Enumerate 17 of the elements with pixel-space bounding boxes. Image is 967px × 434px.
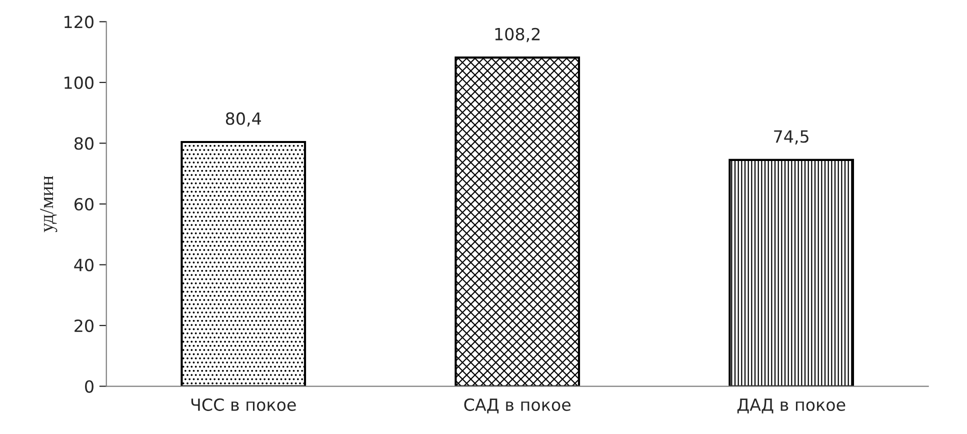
y-tick-label: 20 (74, 319, 94, 332)
y-tick-label: 40 (74, 258, 94, 272)
x-tick-label: ДАД в покое (737, 398, 846, 414)
data-label: 108,2 (495, 28, 540, 42)
y-tick-label: 60 (74, 198, 94, 211)
data-label: 74,5 (774, 130, 808, 145)
bar (180, 140, 306, 386)
x-tick-label: ЧСС в покое (191, 398, 296, 411)
y-axis-title: уд/мин (40, 176, 58, 232)
x-tick-label: САД в покое (464, 398, 570, 414)
y-tick-label: 120 (64, 16, 94, 28)
y-tick-label: 80 (74, 137, 94, 150)
y-tick-label: 100 (64, 76, 94, 90)
y-tick-label: 0 (85, 380, 94, 393)
data-label: 80,4 (226, 112, 261, 127)
bar (454, 56, 580, 386)
bar (728, 158, 854, 386)
